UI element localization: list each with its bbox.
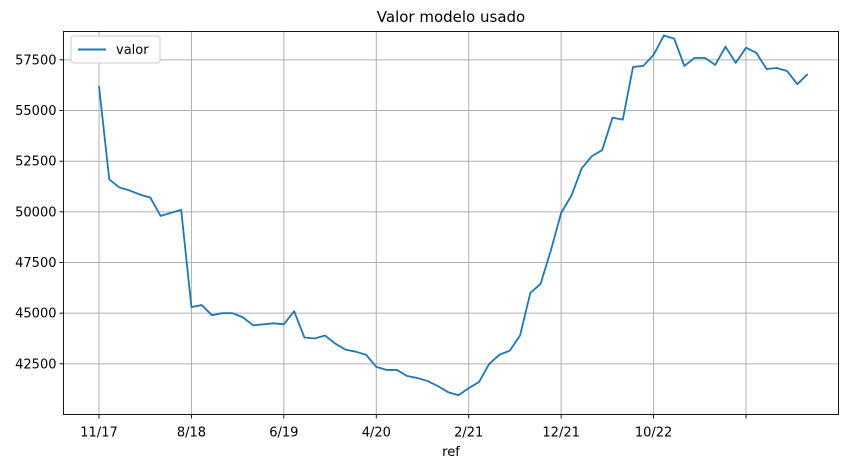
- x-tick-label: 6/19: [269, 426, 298, 441]
- x-tick-label: 12/21: [542, 426, 579, 441]
- y-tick-label: 47500: [15, 256, 56, 271]
- legend-box: [70, 35, 161, 64]
- series-line-valor: [98, 34, 809, 397]
- x-tick-label: 8/18: [177, 426, 206, 441]
- x-axis-label: ref: [442, 445, 460, 460]
- legend: valor: [70, 35, 161, 64]
- y-axis: 42500 45000 47500 50000 52500 55000 57500: [15, 53, 64, 372]
- x-axis: 11/17 8/18 6/19 4/20 2/21 12/21 10/22: [80, 414, 747, 441]
- y-tick-label: 50000: [15, 205, 56, 220]
- x-tick-label: 4/20: [362, 426, 391, 441]
- chart-title: Valor modelo usado: [377, 8, 525, 26]
- x-tick-label: 11/17: [80, 426, 117, 441]
- y-tick-label: 57500: [15, 53, 56, 68]
- x-tick-label: 2/21: [454, 426, 483, 441]
- y-tick-label: 42500: [15, 357, 56, 372]
- y-tick-label: 55000: [15, 104, 56, 119]
- legend-label-valor: valor: [116, 43, 149, 58]
- y-tick-label: 45000: [15, 307, 56, 322]
- series-layer: [98, 34, 809, 397]
- plot-frame: [63, 31, 839, 415]
- x-tick-label: 10/22: [635, 426, 672, 441]
- grid-lines: [63, 31, 839, 415]
- y-tick-label: 52500: [15, 155, 56, 170]
